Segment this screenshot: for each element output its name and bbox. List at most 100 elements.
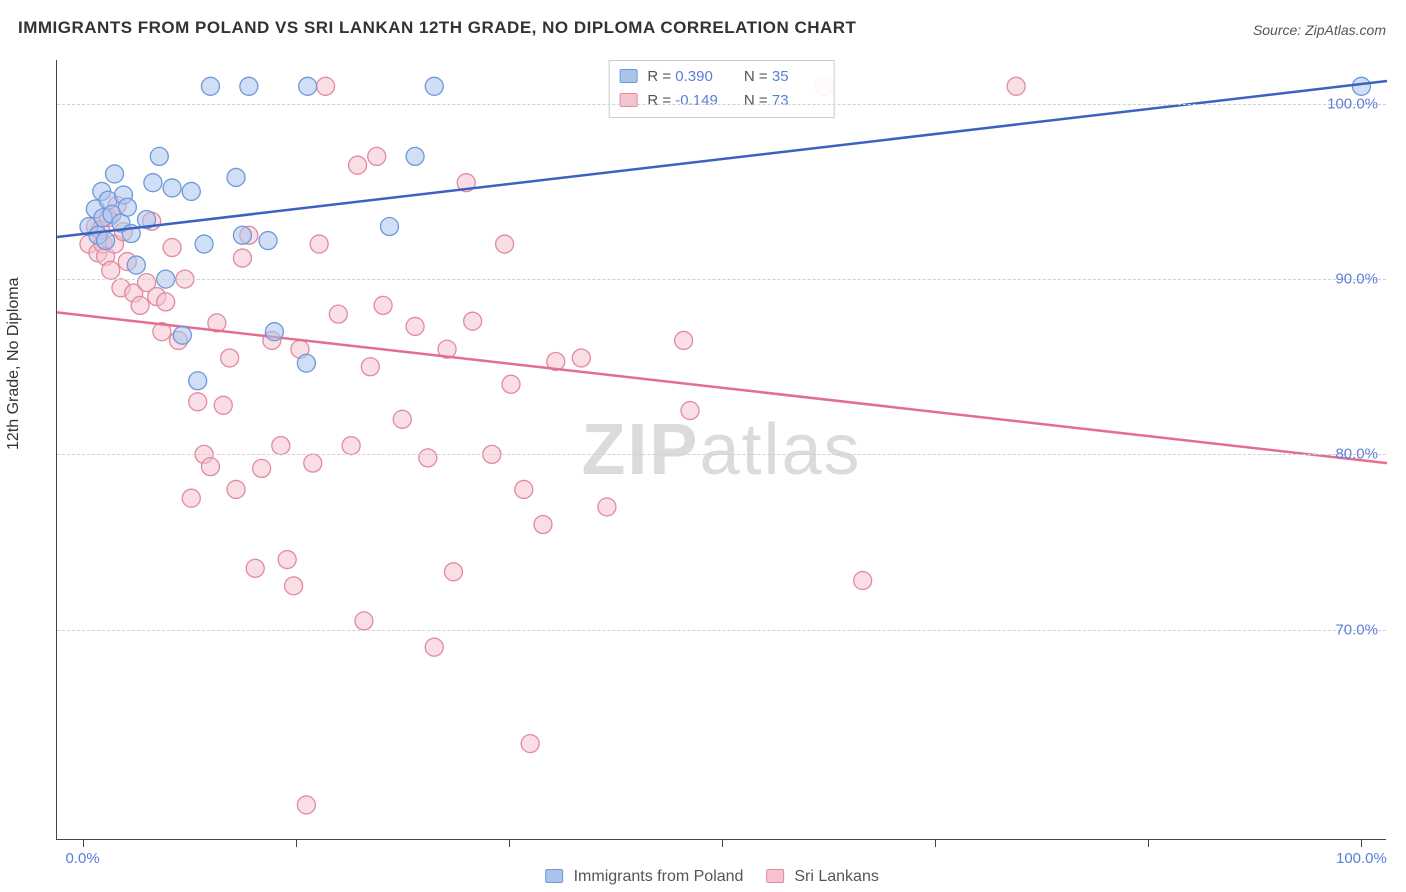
swatch-srilanka (619, 93, 637, 107)
data-point (233, 226, 251, 244)
data-point (310, 235, 328, 253)
data-point (419, 449, 437, 467)
series-legend: Immigrants from Poland Sri Lankans (527, 868, 879, 886)
legend-r-srilanka: -0.149 (675, 89, 727, 113)
data-point (253, 459, 271, 477)
gridline-h (57, 630, 1386, 631)
x-tick (83, 839, 84, 847)
data-point (233, 249, 251, 267)
source-label: Source: ZipAtlas.com (1253, 22, 1386, 38)
swatch-poland (619, 69, 637, 83)
data-point (502, 375, 520, 393)
legend-n-label: N = (744, 92, 768, 109)
data-point (182, 182, 200, 200)
data-point (681, 402, 699, 420)
data-point (304, 454, 322, 472)
legend-row-poland: R = 0.390 N = 35 (619, 65, 824, 89)
data-point (214, 396, 232, 414)
data-point (173, 326, 191, 344)
data-point (227, 168, 245, 186)
chart-svg (57, 60, 1386, 839)
data-point (246, 559, 264, 577)
data-point (227, 480, 245, 498)
data-point (299, 77, 317, 95)
data-point (515, 480, 533, 498)
data-point (406, 147, 424, 165)
data-point (425, 638, 443, 656)
data-point (297, 796, 315, 814)
swatch-poland (545, 869, 563, 883)
gridline-h (57, 104, 1386, 105)
data-point (278, 551, 296, 569)
data-point (675, 331, 693, 349)
legend-n-label: N = (744, 68, 768, 85)
legend-row-srilanka: R = -0.149 N = 73 (619, 89, 824, 113)
x-tick (296, 839, 297, 847)
data-point (201, 77, 219, 95)
swatch-srilanka (766, 869, 784, 883)
data-point (265, 323, 283, 341)
data-point (349, 156, 367, 174)
data-point (240, 77, 258, 95)
data-point (163, 179, 181, 197)
data-point (444, 563, 462, 581)
x-tick-label: 100.0% (1336, 850, 1387, 867)
chart-title: IMMIGRANTS FROM POLAND VS SRI LANKAN 12T… (18, 18, 856, 38)
series-label-srilanka: Sri Lankans (794, 868, 879, 885)
data-point (259, 232, 277, 250)
data-point (381, 218, 399, 236)
data-point (393, 410, 411, 428)
data-point (195, 235, 213, 253)
x-tick (509, 839, 510, 847)
data-point (97, 232, 115, 250)
data-point (272, 437, 290, 455)
series-label-poland: Immigrants from Poland (574, 868, 744, 885)
correlation-legend: R = 0.390 N = 35 R = -0.149 N = 73 (608, 60, 835, 118)
data-point (1007, 77, 1025, 95)
data-point (572, 349, 590, 367)
data-point (374, 296, 392, 314)
x-tick-label: 0.0% (65, 850, 99, 867)
data-point (1352, 77, 1370, 95)
legend-n-poland: 35 (772, 65, 824, 89)
data-point (189, 393, 207, 411)
trend-line (57, 312, 1387, 463)
legend-r-poland: 0.390 (675, 65, 727, 89)
data-point (201, 458, 219, 476)
data-point (118, 198, 136, 216)
data-point (342, 437, 360, 455)
data-point (297, 354, 315, 372)
data-point (150, 147, 168, 165)
legend-n-srilanka: 73 (772, 89, 824, 113)
gridline-h (57, 454, 1386, 455)
data-point (163, 239, 181, 257)
data-point (157, 293, 175, 311)
x-tick (935, 839, 936, 847)
data-point (854, 572, 872, 590)
gridline-h (57, 279, 1386, 280)
x-tick (722, 839, 723, 847)
data-point (534, 515, 552, 533)
data-point (144, 174, 162, 192)
data-point (361, 358, 379, 376)
data-point (496, 235, 514, 253)
data-point (127, 256, 145, 274)
data-point (355, 612, 373, 630)
plot-area: ZIPatlas R = 0.390 N = 35 R = -0.149 N =… (56, 60, 1386, 840)
data-point (102, 261, 120, 279)
data-point (406, 317, 424, 335)
data-point (329, 305, 347, 323)
data-point (285, 577, 303, 595)
legend-r-label: R = (647, 92, 671, 109)
x-tick (1361, 839, 1362, 847)
data-point (425, 77, 443, 95)
data-point (221, 349, 239, 367)
data-point (182, 489, 200, 507)
data-point (464, 312, 482, 330)
legend-r-label: R = (647, 68, 671, 85)
data-point (317, 77, 335, 95)
data-point (106, 165, 124, 183)
y-axis-title: 12th Grade, No Diploma (5, 277, 23, 450)
data-point (598, 498, 616, 516)
x-tick (1148, 839, 1149, 847)
